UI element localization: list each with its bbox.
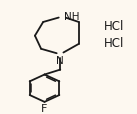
Text: F: F: [41, 103, 47, 113]
Text: HCl: HCl: [103, 37, 124, 50]
Text: NH: NH: [64, 12, 80, 22]
Text: HCl: HCl: [103, 20, 124, 32]
Text: N: N: [56, 55, 64, 65]
